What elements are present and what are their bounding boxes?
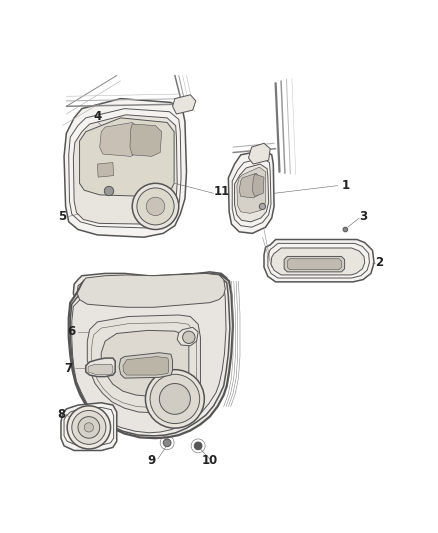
Circle shape: [132, 183, 179, 230]
Polygon shape: [80, 118, 174, 196]
Polygon shape: [101, 330, 189, 397]
Polygon shape: [123, 357, 169, 375]
Circle shape: [104, 187, 113, 196]
Polygon shape: [284, 256, 345, 272]
Polygon shape: [86, 358, 115, 377]
Circle shape: [194, 442, 202, 450]
Circle shape: [137, 188, 174, 225]
Polygon shape: [264, 239, 374, 282]
Polygon shape: [271, 248, 365, 275]
Circle shape: [259, 203, 265, 209]
Polygon shape: [64, 99, 187, 237]
Circle shape: [67, 406, 110, 449]
Polygon shape: [130, 124, 162, 156]
Polygon shape: [72, 278, 226, 433]
Polygon shape: [228, 150, 274, 233]
Polygon shape: [73, 272, 229, 310]
Text: 11: 11: [213, 184, 230, 198]
Text: 3: 3: [359, 210, 367, 223]
Polygon shape: [61, 403, 117, 450]
Text: 2: 2: [374, 256, 383, 269]
Text: 7: 7: [65, 361, 73, 375]
Polygon shape: [248, 143, 270, 164]
Polygon shape: [239, 173, 260, 198]
Polygon shape: [88, 364, 113, 374]
Polygon shape: [73, 115, 177, 224]
Circle shape: [146, 197, 165, 216]
Circle shape: [150, 374, 200, 424]
Circle shape: [78, 417, 100, 438]
Text: 9: 9: [148, 454, 156, 467]
Polygon shape: [69, 273, 233, 438]
Polygon shape: [87, 315, 201, 413]
Circle shape: [84, 423, 93, 432]
Text: 5: 5: [58, 210, 67, 223]
Polygon shape: [119, 353, 173, 378]
Text: 8: 8: [57, 408, 65, 421]
Text: 1: 1: [341, 179, 350, 192]
Polygon shape: [100, 123, 140, 156]
Polygon shape: [252, 174, 264, 196]
Circle shape: [163, 439, 171, 447]
Text: 4: 4: [93, 110, 102, 123]
Circle shape: [343, 227, 348, 232]
Circle shape: [159, 384, 191, 414]
Circle shape: [183, 331, 195, 343]
Polygon shape: [97, 163, 113, 177]
Polygon shape: [235, 164, 268, 222]
Polygon shape: [173, 95, 196, 114]
Circle shape: [72, 410, 106, 445]
Text: 10: 10: [201, 454, 218, 467]
Polygon shape: [177, 327, 198, 346]
Polygon shape: [287, 259, 342, 270]
Polygon shape: [77, 273, 225, 308]
Circle shape: [145, 370, 204, 428]
Text: 6: 6: [68, 326, 76, 338]
Polygon shape: [237, 167, 265, 213]
